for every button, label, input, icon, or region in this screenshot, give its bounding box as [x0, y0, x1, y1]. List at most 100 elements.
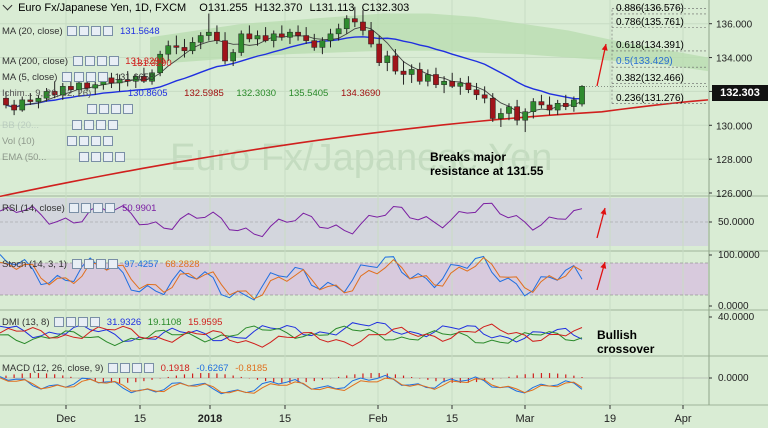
remove-icon[interactable]: [91, 26, 102, 37]
settings-icon[interactable]: [83, 120, 94, 131]
candle-body: [59, 86, 66, 96]
settings-icon[interactable]: [79, 26, 90, 37]
indicator-row-ichimoku[interactable]: Ichim... 9, 26, 52, 26) 130.8605 132.598…: [2, 88, 381, 99]
candle-body: [392, 55, 399, 72]
stoch-band-bg: [0, 263, 708, 295]
ohlc-high: H132.370: [254, 2, 303, 14]
candle-body: [3, 97, 9, 106]
more-icon[interactable]: [103, 26, 114, 37]
rsi-header[interactable]: RSI (14, close) 50.9901: [2, 203, 156, 214]
more-icon[interactable]: [108, 56, 119, 67]
macd-header[interactable]: MACD (12, 26, close, 9) 0.1918 -0.6267 -…: [2, 363, 267, 374]
settings-icon[interactable]: [83, 259, 94, 270]
candle-body: [408, 69, 415, 75]
candle-body: [214, 31, 220, 41]
remove-icon[interactable]: [110, 104, 121, 115]
indicator-row-ichimoku-controls[interactable]: [2, 104, 133, 115]
indicator-row-ma20[interactable]: MA (20, close) 131.5648: [2, 26, 160, 37]
visibility-toggle-icon[interactable]: [67, 26, 78, 37]
more-icon[interactable]: [144, 363, 155, 374]
settings-icon[interactable]: [66, 317, 77, 328]
candle-body: [19, 99, 26, 111]
remove-icon[interactable]: [95, 120, 106, 131]
crossover-annotation-line2: crossover: [597, 342, 655, 356]
settings-icon[interactable]: [81, 203, 92, 214]
sub-axis-label: 40.0000: [718, 312, 755, 323]
fib-level-label: 0.886(136.576): [616, 2, 684, 14]
more-icon[interactable]: [107, 259, 118, 270]
more-icon[interactable]: [115, 152, 125, 163]
candle-body: [425, 74, 431, 82]
candle-body: [132, 75, 139, 82]
visibility-toggle-icon[interactable]: [71, 120, 82, 131]
stoch-header[interactable]: Stoch (14, 3, 1) 97.4257 68.2828: [2, 259, 200, 270]
candle-body: [311, 40, 318, 48]
candle-body: [368, 30, 374, 45]
candle-body: [51, 91, 58, 96]
candle-body: [530, 101, 537, 112]
candle-body: [295, 31, 301, 36]
candle-body: [522, 111, 529, 121]
remove-icon[interactable]: [103, 152, 113, 163]
visibility-toggle-icon[interactable]: [69, 203, 80, 214]
remove-icon[interactable]: [95, 259, 106, 270]
sub-axis-label: 50.0000: [718, 217, 755, 228]
dmi-minus-line: [0, 323, 583, 348]
settings-icon[interactable]: [84, 56, 95, 67]
more-icon[interactable]: [90, 317, 101, 328]
indicator-row-bb[interactable]: BB (20...: [2, 120, 118, 131]
visibility-toggle-icon[interactable]: [108, 363, 119, 374]
visibility-toggle-icon[interactable]: [67, 136, 78, 147]
remove-icon[interactable]: [96, 56, 107, 67]
candle-body: [35, 97, 42, 102]
settings-icon[interactable]: [98, 104, 109, 115]
candle-body: [262, 35, 269, 41]
indicator-label: MA (20, close): [2, 26, 63, 37]
visibility-toggle-icon[interactable]: [62, 72, 73, 83]
visibility-toggle-icon[interactable]: [71, 259, 82, 270]
settings-icon[interactable]: [79, 136, 90, 147]
more-icon[interactable]: [105, 203, 116, 214]
ohlc-open: O131.255: [199, 2, 248, 14]
settings-icon[interactable]: [91, 152, 101, 163]
fib-level-label: 0.5(133.429): [616, 56, 673, 68]
ma20-series-line: [5, 36, 583, 109]
macd-line-value: -0.6267: [196, 363, 229, 374]
more-icon[interactable]: [122, 104, 133, 115]
visibility-toggle-icon[interactable]: [79, 152, 89, 163]
indicator-label: BB (20...: [2, 120, 39, 131]
sub-axis-label: 100.0000: [718, 250, 760, 261]
candle-body: [205, 31, 212, 36]
ma200-inline-value: 131.3290: [132, 58, 172, 69]
remove-icon[interactable]: [78, 317, 89, 328]
crossover-annotation: Bullish crossover: [597, 328, 654, 356]
x-axis-label: 15: [446, 413, 458, 425]
dmi-header[interactable]: DMI (13, 8) 31.9326 19.1108 15.9595: [2, 317, 222, 328]
price-axis-label: 136.000: [716, 20, 753, 31]
more-icon[interactable]: [107, 120, 118, 131]
collapse-icon[interactable]: [2, 0, 13, 11]
visibility-toggle-icon[interactable]: [86, 104, 97, 115]
more-icon[interactable]: [103, 136, 114, 147]
remove-icon[interactable]: [91, 136, 102, 147]
candle-body: [514, 106, 520, 121]
visibility-toggle-icon[interactable]: [72, 56, 83, 67]
macd-label: MACD (12, 26, close, 9): [2, 363, 104, 374]
candle-body: [303, 35, 310, 41]
remove-icon[interactable]: [132, 363, 143, 374]
settings-icon[interactable]: [74, 72, 85, 83]
more-icon[interactable]: [98, 72, 109, 83]
indicator-row-ma5[interactable]: MA (5, close) 131.6658: [2, 72, 154, 83]
remove-icon[interactable]: [93, 203, 104, 214]
indicator-row-ema[interactable]: EMA (50...: [2, 152, 125, 163]
settings-icon[interactable]: [120, 363, 131, 374]
dmi-label: DMI (13, 8): [2, 317, 50, 328]
x-axis-label: Apr: [674, 413, 691, 425]
indicator-row-ma200[interactable]: MA (200, close) 131.3290: [2, 56, 165, 67]
indicator-row-vol[interactable]: Vol (10): [2, 136, 114, 147]
indicator-value: 131.3290: [125, 56, 165, 67]
visibility-toggle-icon[interactable]: [54, 317, 65, 328]
remove-icon[interactable]: [86, 72, 97, 83]
candle-body: [27, 99, 34, 102]
